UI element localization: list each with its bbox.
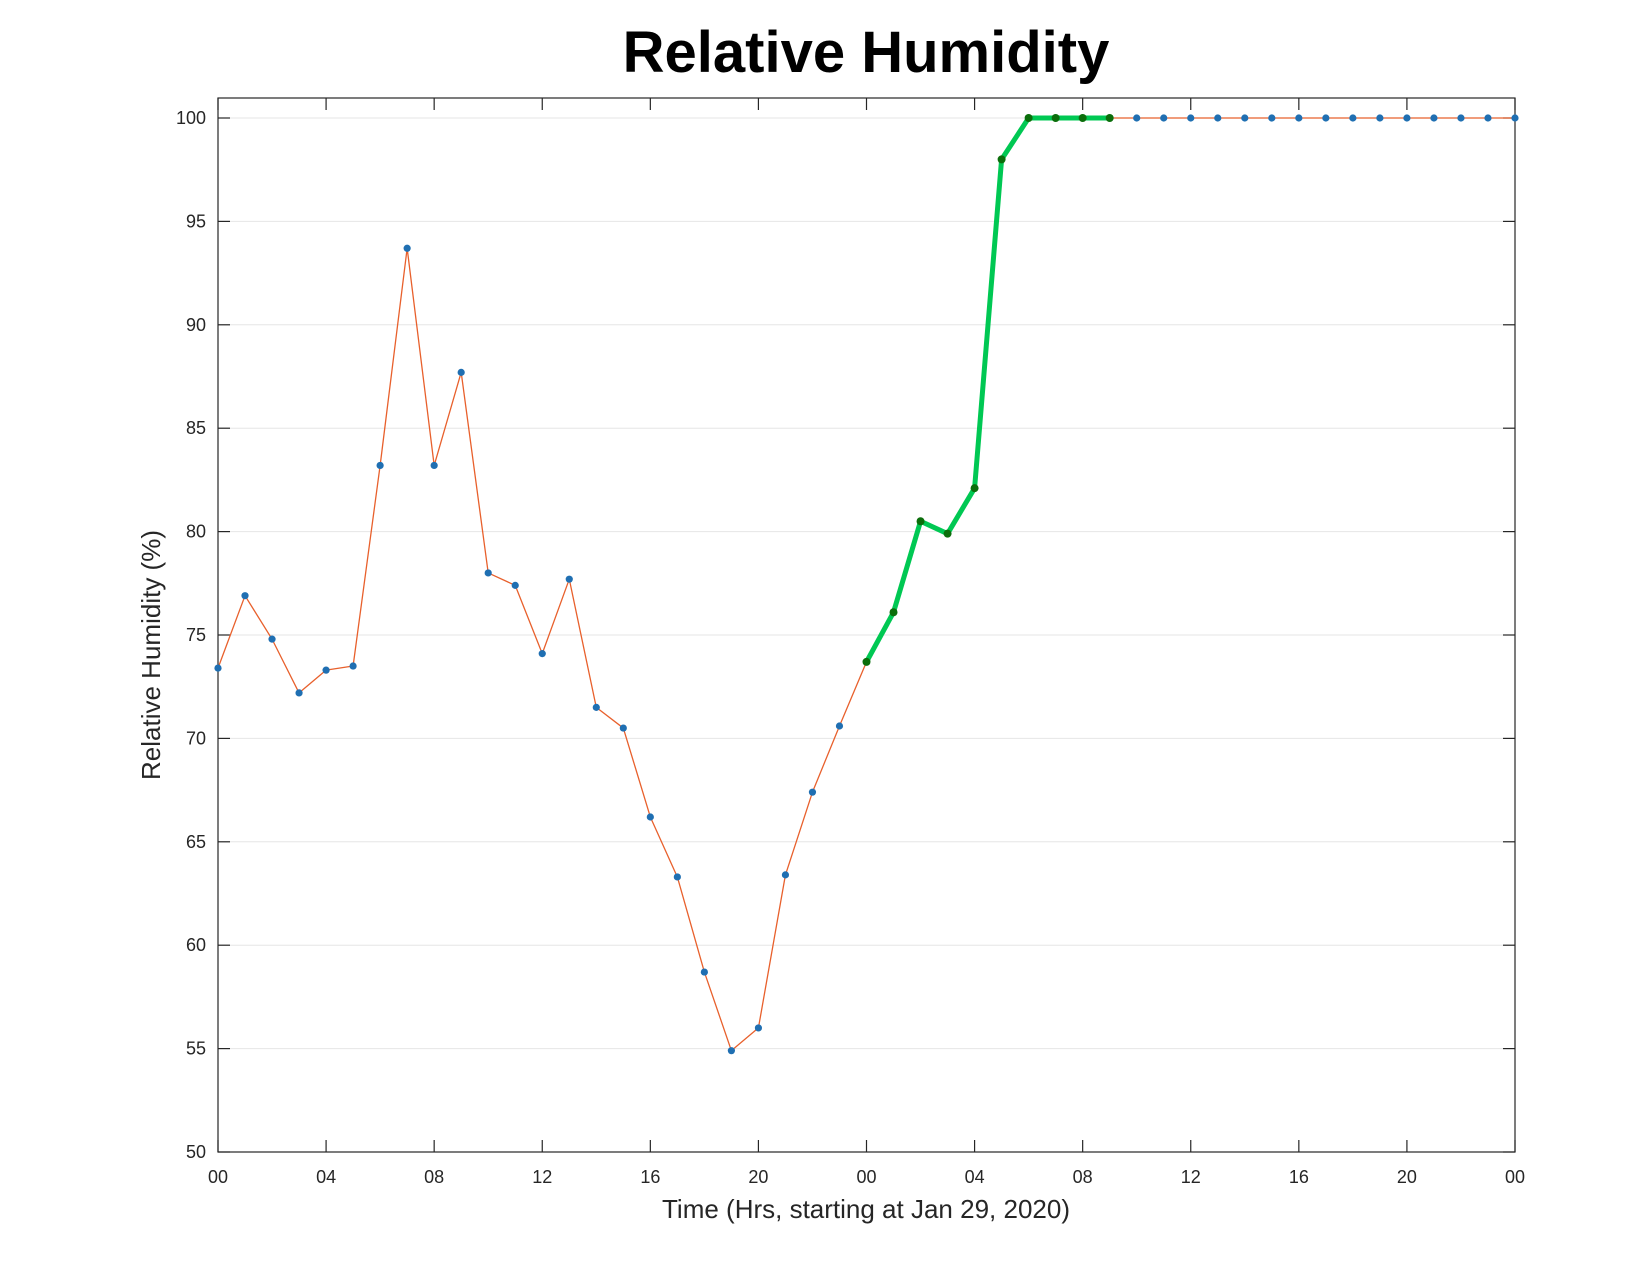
series-1-point — [1457, 114, 1465, 122]
series-2-line — [864, 115, 1113, 665]
series-1-point — [754, 1024, 763, 1032]
series-1-point — [808, 788, 817, 796]
y-tick-label: 65 — [186, 832, 206, 852]
series-1-point — [1214, 114, 1222, 122]
series-1-point — [376, 461, 384, 470]
series-2-point — [1105, 114, 1114, 122]
y-axis-label: Relative Humidity (%) — [136, 530, 166, 780]
x-axis-ticks: 00 04 08 12 16 20 00 04 08 12 16 20 00 — [208, 98, 1525, 1187]
series-2-point — [1078, 114, 1087, 122]
series-1-point — [1322, 114, 1330, 122]
series-1-point — [1430, 114, 1438, 122]
x-tick-label: 08 — [424, 1167, 444, 1187]
y-tick-label: 80 — [186, 522, 206, 542]
series-1-point — [538, 650, 546, 658]
y-tick-label: 60 — [186, 935, 206, 955]
series-1-point — [1133, 114, 1141, 122]
series-2-point — [943, 529, 952, 538]
series-2-point — [997, 155, 1006, 164]
x-tick-label: 12 — [532, 1167, 552, 1187]
series-1-point — [511, 581, 519, 589]
series-1-point — [1484, 114, 1492, 122]
series-2-point — [862, 657, 871, 666]
y-tick-label: 50 — [186, 1142, 206, 1162]
series-1-point — [349, 662, 357, 670]
y-tick-label: 75 — [186, 625, 206, 645]
series-1-point — [457, 368, 465, 376]
series-2-point — [916, 517, 925, 526]
x-tick-label: 20 — [748, 1167, 768, 1187]
series-1-point — [1403, 114, 1411, 122]
series-1-point — [268, 635, 276, 643]
series-1-point — [592, 703, 600, 711]
grid-lines — [218, 117, 1515, 1050]
series-1-point — [295, 689, 303, 697]
x-tick-label: 00 — [856, 1167, 876, 1187]
plot-frame — [217, 97, 1516, 1153]
series-1-point — [430, 461, 438, 470]
series-1-point — [214, 664, 222, 672]
x-tick-label: 16 — [640, 1167, 660, 1187]
x-tick-label: 08 — [1073, 1167, 1093, 1187]
x-axis-label: Time (Hrs, starting at Jan 29, 2020) — [662, 1194, 1070, 1224]
y-tick-label: 85 — [186, 418, 206, 438]
series-2-point — [1051, 114, 1060, 122]
y-tick-label: 90 — [186, 315, 206, 335]
series-1-point — [322, 666, 330, 674]
y-tick-label: 95 — [186, 211, 206, 231]
chart-title: Relative Humidity — [623, 20, 1110, 85]
series-1-point — [1187, 114, 1195, 122]
series-1-point — [484, 569, 492, 577]
series-1-point — [835, 722, 844, 730]
y-tick-label: 100 — [176, 108, 206, 128]
series-2-point — [889, 608, 898, 617]
y-tick-label: 70 — [186, 728, 206, 748]
series-1-point — [646, 813, 654, 821]
series-1-point — [403, 244, 411, 252]
x-tick-label: 16 — [1289, 1167, 1309, 1187]
series-1-point — [1349, 114, 1357, 122]
x-tick-label: 04 — [965, 1167, 985, 1187]
series-1-point — [1295, 114, 1303, 122]
x-tick-label: 04 — [316, 1167, 336, 1187]
series-1-point — [727, 1047, 735, 1055]
x-tick-label: 20 — [1397, 1167, 1417, 1187]
series-1-point — [781, 871, 790, 879]
series-1-point — [1268, 114, 1276, 122]
series-1-line — [217, 117, 1516, 1052]
series-1-point — [1511, 114, 1519, 122]
series-1-point — [565, 575, 573, 583]
x-tick-label: 12 — [1181, 1167, 1201, 1187]
x-tick-label: 00 — [208, 1167, 228, 1187]
series-2-point — [970, 484, 979, 493]
y-tick-label: 55 — [186, 1039, 206, 1059]
series-1-point — [619, 724, 627, 732]
series-2-point — [1024, 114, 1033, 122]
x-tick-label: 00 — [1505, 1167, 1525, 1187]
series-1-point — [1160, 114, 1168, 122]
series-1-point — [1241, 114, 1249, 122]
series-1-point — [241, 592, 249, 600]
series-layer — [214, 114, 1519, 1055]
series-1-point — [700, 968, 708, 976]
series-1-point — [1376, 114, 1384, 122]
y-axis-ticks: 50 55 60 65 70 75 80 85 90 95 100 — [176, 108, 1515, 1162]
series-1-point — [673, 873, 681, 881]
